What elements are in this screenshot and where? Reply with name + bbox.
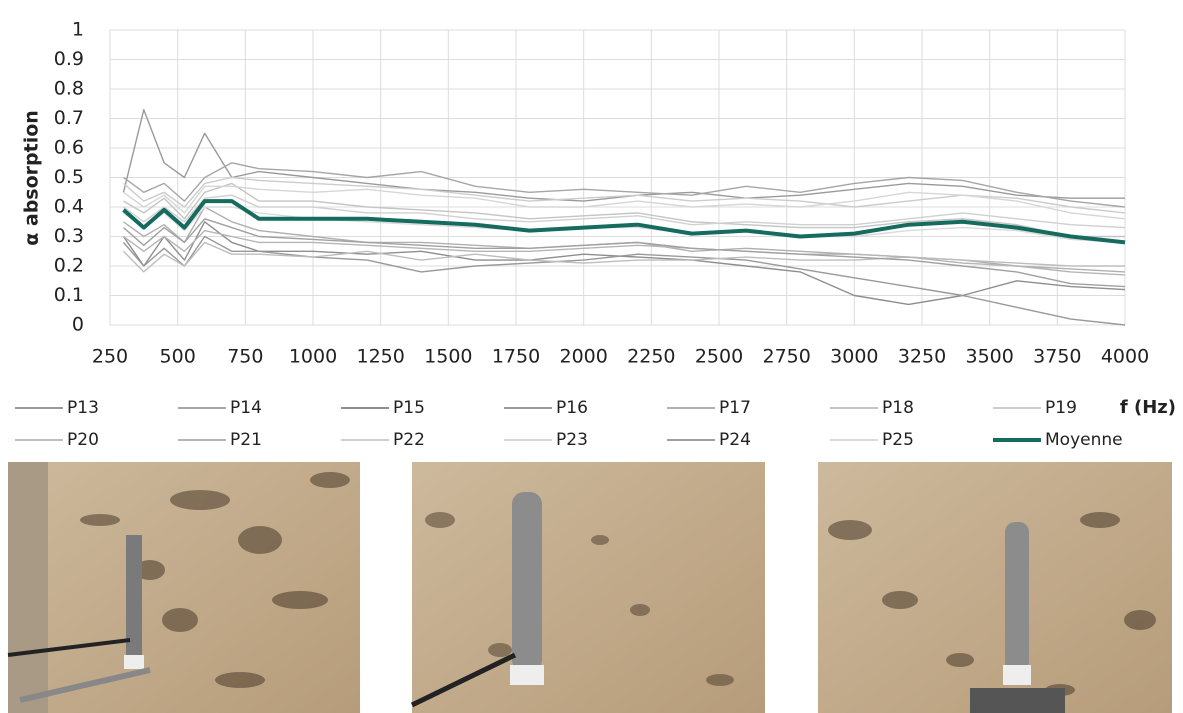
legend-label: P21 (230, 430, 262, 450)
y-tick-label: 0.5 (54, 166, 84, 188)
y-tick-label: 0.8 (54, 78, 84, 100)
y-axis-label: α absorption (21, 110, 43, 246)
x-tick-label: 1250 (356, 346, 404, 368)
x-tick-label: 3000 (830, 346, 878, 368)
y-tick-label: 1 (72, 19, 84, 41)
y-tick-label: 0 (72, 314, 84, 336)
legend-label: P20 (67, 430, 99, 450)
cable (7, 638, 131, 657)
series-line (123, 176, 1126, 214)
photo-edge (8, 462, 48, 713)
legend-label: P22 (393, 430, 425, 450)
stand (19, 667, 151, 703)
y-tick-label: 0.6 (54, 137, 84, 159)
x-tick-label: 1750 (492, 346, 540, 368)
x-tick-label: 2000 (559, 346, 607, 368)
microphone (126, 535, 142, 665)
x-tick-label: 250 (92, 346, 128, 368)
microphone (512, 492, 542, 672)
legend-label: P23 (556, 430, 588, 450)
legend-label: P15 (393, 398, 425, 418)
series-line (123, 185, 1126, 220)
series-line (123, 162, 1126, 208)
stand (970, 688, 1065, 713)
photo (818, 462, 1172, 713)
series-line (123, 194, 1126, 229)
legend-label: P17 (719, 398, 751, 418)
series-line (123, 229, 1126, 276)
series-line (123, 241, 1125, 273)
x-axis-label: f (Hz) (1120, 397, 1176, 418)
microphone-base (510, 665, 544, 685)
microphone-base (1003, 665, 1031, 685)
y-tick-label: 0.4 (54, 196, 84, 218)
legend-label: P16 (556, 398, 588, 418)
x-tick-label: 1500 (424, 346, 472, 368)
x-tick-label: 2500 (695, 346, 743, 368)
legend-label: P24 (719, 430, 751, 450)
legend-label: P25 (882, 430, 914, 450)
cable (410, 652, 517, 708)
photo-texture (80, 472, 350, 688)
legend-label: P19 (1045, 398, 1077, 418)
series-line (123, 218, 1126, 288)
photo (412, 462, 765, 713)
x-tick-label: 3500 (965, 346, 1013, 368)
x-tick-label: 3750 (1033, 346, 1081, 368)
legend-label: P18 (882, 398, 914, 418)
legend-label: Moyenne (1045, 430, 1123, 450)
series-line (122, 109, 1125, 202)
x-tick-label: 4000 (1101, 346, 1149, 368)
x-tick-label: 3250 (898, 346, 946, 368)
x-tick-label: 2750 (762, 346, 810, 368)
x-tick-label: 2250 (627, 346, 675, 368)
series-line (123, 182, 1125, 238)
x-tick-label: 750 (227, 346, 263, 368)
series-line (122, 235, 1126, 326)
x-tick-label: 500 (160, 346, 196, 368)
microphone-base (124, 655, 144, 669)
y-tick-label: 0.1 (54, 284, 84, 306)
y-tick-label: 0.7 (54, 107, 84, 129)
x-tick-label: 1000 (289, 346, 337, 368)
legend-label: P14 (230, 398, 262, 418)
y-tick-label: 0.2 (54, 255, 84, 277)
y-tick-label: 0.3 (54, 225, 84, 247)
photos (7, 462, 1172, 713)
legend-label: P13 (67, 398, 99, 418)
microphone (1005, 522, 1029, 672)
y-tick-label: 0.9 (54, 48, 84, 70)
photo-texture (425, 512, 734, 686)
series-line (122, 199, 1126, 245)
